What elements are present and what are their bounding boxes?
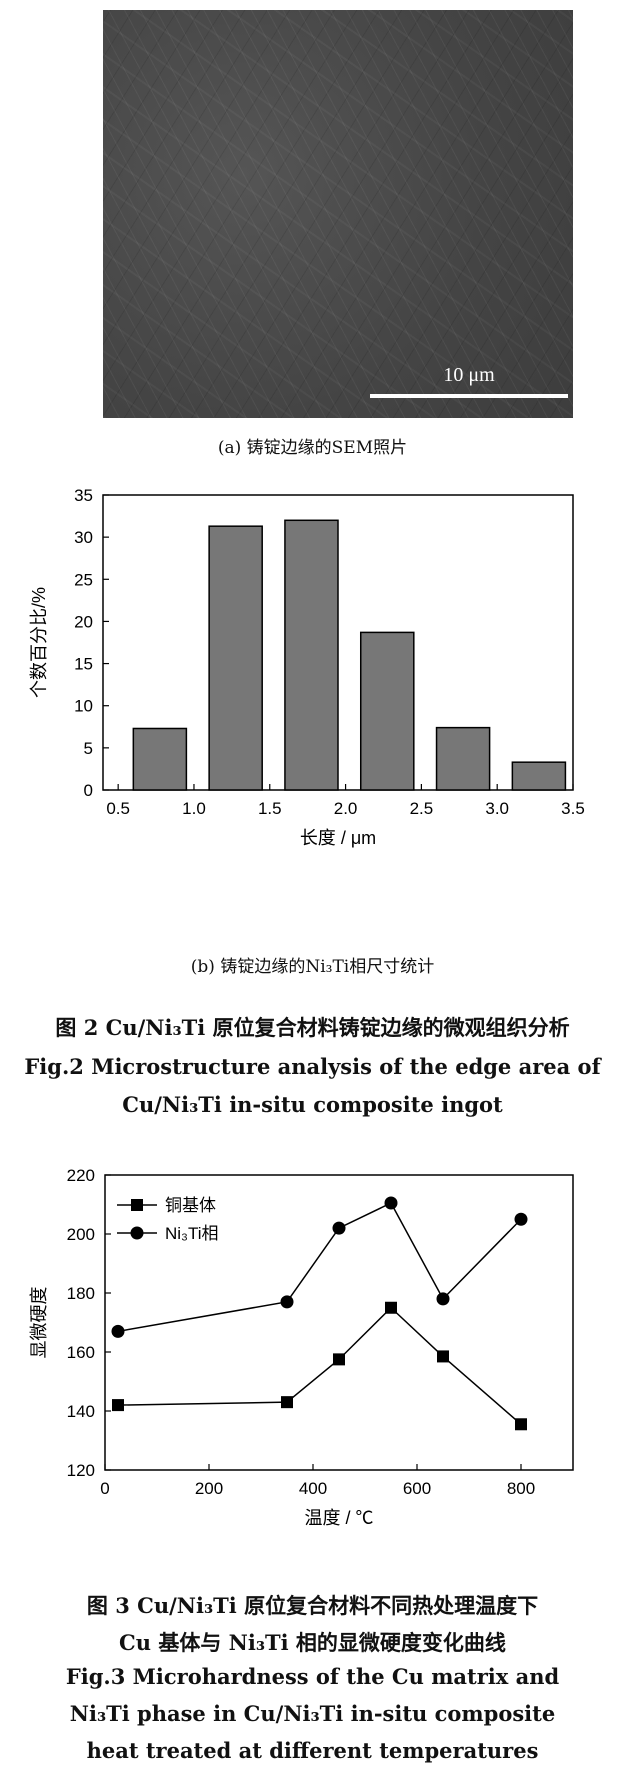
caption-a: (a) 铸锭边缘的SEM照片	[217, 438, 408, 458]
sem-micrograph	[103, 10, 573, 418]
legend-label-cu: 铜基体	[165, 1196, 216, 1215]
y-tick-label: 200	[67, 1225, 95, 1244]
x-tick-label: 400	[299, 1479, 327, 1498]
series-line-1	[117, 1202, 522, 1333]
y-tick-label: 140	[67, 1402, 95, 1421]
fig3-caption-en-3: heat treated at different temperatures	[86, 1738, 539, 1763]
x-tick-label: 3.0	[485, 799, 509, 818]
y-tick-label: 10	[74, 697, 93, 716]
histogram-bar	[359, 631, 415, 791]
fig2-caption-en-1: Fig.2 Microstructure analysis of the edg…	[24, 1054, 601, 1079]
data-point-circle	[332, 1221, 346, 1235]
y-tick-label: 160	[67, 1343, 95, 1362]
y-tick-label: 0	[84, 781, 93, 800]
x-tick-label: 800	[507, 1479, 535, 1498]
data-point-square	[112, 1399, 124, 1412]
y-tick-label: 120	[67, 1461, 95, 1480]
x-axis-label: 温度 / ℃	[304, 1508, 373, 1528]
series-line-0	[117, 1306, 522, 1425]
y-tick-label: 180	[67, 1284, 95, 1303]
x-tick-label: 1.5	[258, 799, 282, 818]
size-histogram: 0.5 1.0 1.5 2.0 2.5 3.0 3.5 0 5 10 15 20 25 30 35 长度 / …	[29, 486, 585, 848]
data-point-circle	[111, 1324, 125, 1338]
histogram-bar	[208, 525, 263, 791]
data-point-square	[333, 1353, 345, 1366]
x-tick-label: 3.5	[561, 799, 585, 818]
scale-bar-label: 10 μm	[443, 364, 495, 386]
scale-bar	[370, 394, 568, 398]
fig2-caption-zh: 图 2 Cu/Ni₃Ti 原位复合材料铸锭边缘的微观组织分析	[55, 1015, 570, 1040]
fig3-caption-en-2: Ni₃Ti phase in Cu/Ni₃Ti in-situ composit…	[69, 1701, 556, 1726]
x-tick-label: 600	[403, 1479, 431, 1498]
y-tick-label: 220	[67, 1166, 95, 1185]
y-tick-label: 15	[74, 655, 93, 674]
y-axis-label: 显微硬度	[29, 1287, 49, 1359]
data-point-square	[385, 1301, 397, 1314]
x-tick-label: 0.5	[106, 799, 130, 818]
x-tick-label: 2.0	[334, 799, 358, 818]
fig3-caption-zh-1: 图 3 Cu/Ni₃Ti 原位复合材料不同热处理温度下	[86, 1593, 539, 1618]
histogram-bar	[284, 519, 339, 791]
data-point-square	[515, 1418, 527, 1431]
x-tick-label: 1.0	[182, 799, 206, 818]
fig3-caption-en-1: Fig.3 Microhardness of the Cu matrix and	[65, 1664, 560, 1689]
fig2-caption-en-2: Cu/Ni₃Ti in-situ composite ingot	[122, 1092, 503, 1117]
data-point-circle	[280, 1295, 294, 1309]
y-tick-label: 35	[74, 486, 93, 505]
data-point-circle	[384, 1196, 398, 1210]
y-axis-label: 个数百分比/%	[29, 587, 49, 698]
data-point-square	[437, 1350, 449, 1363]
y-tick-label: 5	[84, 739, 93, 758]
histogram-bar	[132, 727, 188, 791]
y-tick-label: 30	[74, 528, 93, 547]
data-point-circle	[514, 1212, 528, 1226]
histogram-bar	[435, 726, 491, 791]
y-tick-label: 25	[74, 570, 93, 589]
x-tick-label: 0	[100, 1479, 109, 1498]
data-point-circle	[436, 1292, 450, 1306]
x-axis-label: 长度 / μm	[300, 828, 376, 848]
y-tick-label: 20	[74, 612, 93, 631]
x-tick-label: 200	[195, 1479, 223, 1498]
caption-b: (b) 铸锭边缘的Ni₃Ti相尺寸统计	[190, 957, 435, 977]
fig3-caption-zh-2: Cu 基体与 Ni₃Ti 相的显微硬度变化曲线	[119, 1630, 506, 1655]
x-tick-label: 2.5	[410, 799, 434, 818]
legend-label-ni3ti: Ni₃Ti相	[165, 1224, 219, 1243]
plot-frame	[104, 1174, 574, 1471]
legend-marker-square	[131, 1199, 143, 1211]
histogram-bar	[511, 761, 567, 791]
legend-marker-circle	[130, 1226, 144, 1240]
data-point-square	[281, 1396, 293, 1409]
microhardness-chart: 0 200 400 600 800 120 140 160 180 200 220 铜基体 Ni₃Ti相…	[29, 1166, 574, 1528]
